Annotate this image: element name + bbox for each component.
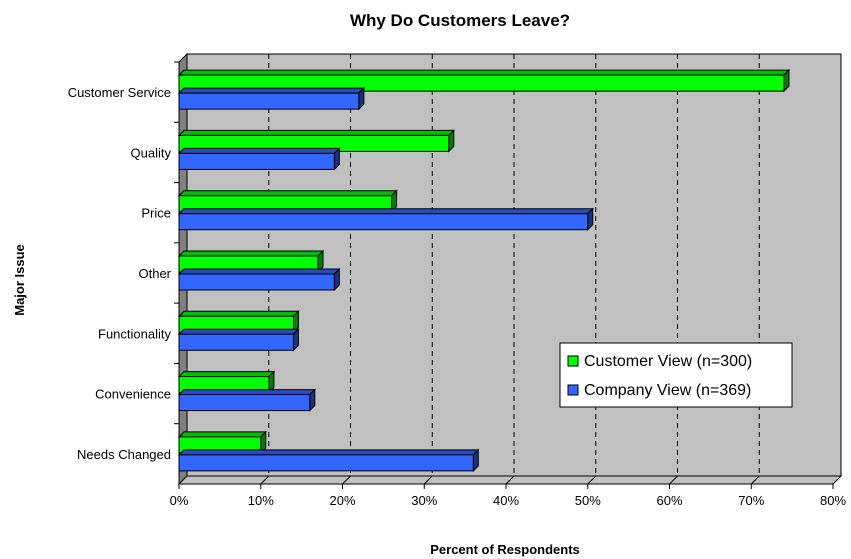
bar-company-view-quality [178, 152, 335, 170]
bar-company-view-needs-changed [178, 454, 474, 472]
y-axis-title: Major Issue [12, 244, 27, 316]
x-tick-label: 0% [170, 493, 189, 508]
x-tick-label: 50% [575, 493, 601, 508]
bar-company-view-other-top [177, 268, 341, 275]
x-tick-label: 20% [329, 493, 355, 508]
category-label-quality: Quality [131, 145, 172, 160]
bar-customer-view-convenience-top [177, 371, 276, 378]
category-label-functionality: Functionality [98, 326, 171, 341]
category-label-customer-service: Customer Service [68, 85, 171, 100]
bar-customer-view-functionality-top [177, 310, 300, 317]
legend: Customer View (n=300) Company View (n=36… [559, 342, 793, 408]
bar-company-view-quality-top [177, 147, 341, 154]
bar-customer-view-price-top [177, 190, 398, 197]
x-tick-label: 40% [493, 493, 519, 508]
bar-customer-view-customer-service-top [177, 69, 791, 76]
floor-gridline [260, 475, 270, 485]
x-tick-label: 60% [656, 493, 682, 508]
floor-gridline [505, 475, 515, 485]
chart-title: Why Do Customers Leave? [350, 11, 570, 30]
bar-company-view-needs-changed-top [177, 449, 480, 456]
x-tick-label: 10% [248, 493, 274, 508]
floor-gridline [669, 475, 678, 485]
bar-company-view-functionality [178, 333, 294, 351]
bar-customer-view-needs-changed-top [177, 431, 267, 438]
bar-customer-view-other-top [177, 250, 325, 257]
legend-swatch-company-view [567, 384, 579, 396]
legend-label-company-view: Company View (n=369) [584, 382, 751, 399]
bar-customer-view-quality-top [177, 129, 455, 136]
floor-gridline [342, 475, 351, 485]
bar-company-view-other [178, 273, 335, 291]
bar-company-view-convenience [178, 394, 311, 412]
x-tick-label: 80% [820, 493, 846, 508]
bar-company-view-customer-service [178, 92, 360, 110]
legend-swatch-customer-view [567, 355, 579, 367]
bar-company-view-price [178, 213, 589, 231]
bar-company-view-price-top [177, 208, 594, 215]
x-tick-label: 70% [738, 493, 764, 508]
plot-area: 0% 10% 20% 30% 40% 50% 60% 70% 80% Customer Servi… [68, 52, 846, 508]
bar-customer-view-customer-service [178, 74, 785, 92]
bar-company-view-convenience-top [177, 389, 317, 396]
bar-company-view-functionality-top [177, 328, 300, 335]
category-label-needs-changed: Needs Changed [77, 447, 171, 462]
category-label-price: Price [141, 206, 171, 221]
bar-company-view-customer-service-top [177, 87, 366, 94]
category-label-convenience: Convenience [95, 387, 171, 402]
x-axis-title: Percent of Respondents [430, 542, 580, 557]
legend-label-customer-view: Customer View (n=300) [584, 353, 752, 370]
legend-box [559, 342, 793, 408]
x-tick-label: 30% [411, 493, 437, 508]
floor-gridline [423, 475, 433, 485]
floor-gridline [587, 475, 597, 485]
floor-gridline [750, 475, 760, 485]
category-label-other: Other [138, 266, 171, 281]
